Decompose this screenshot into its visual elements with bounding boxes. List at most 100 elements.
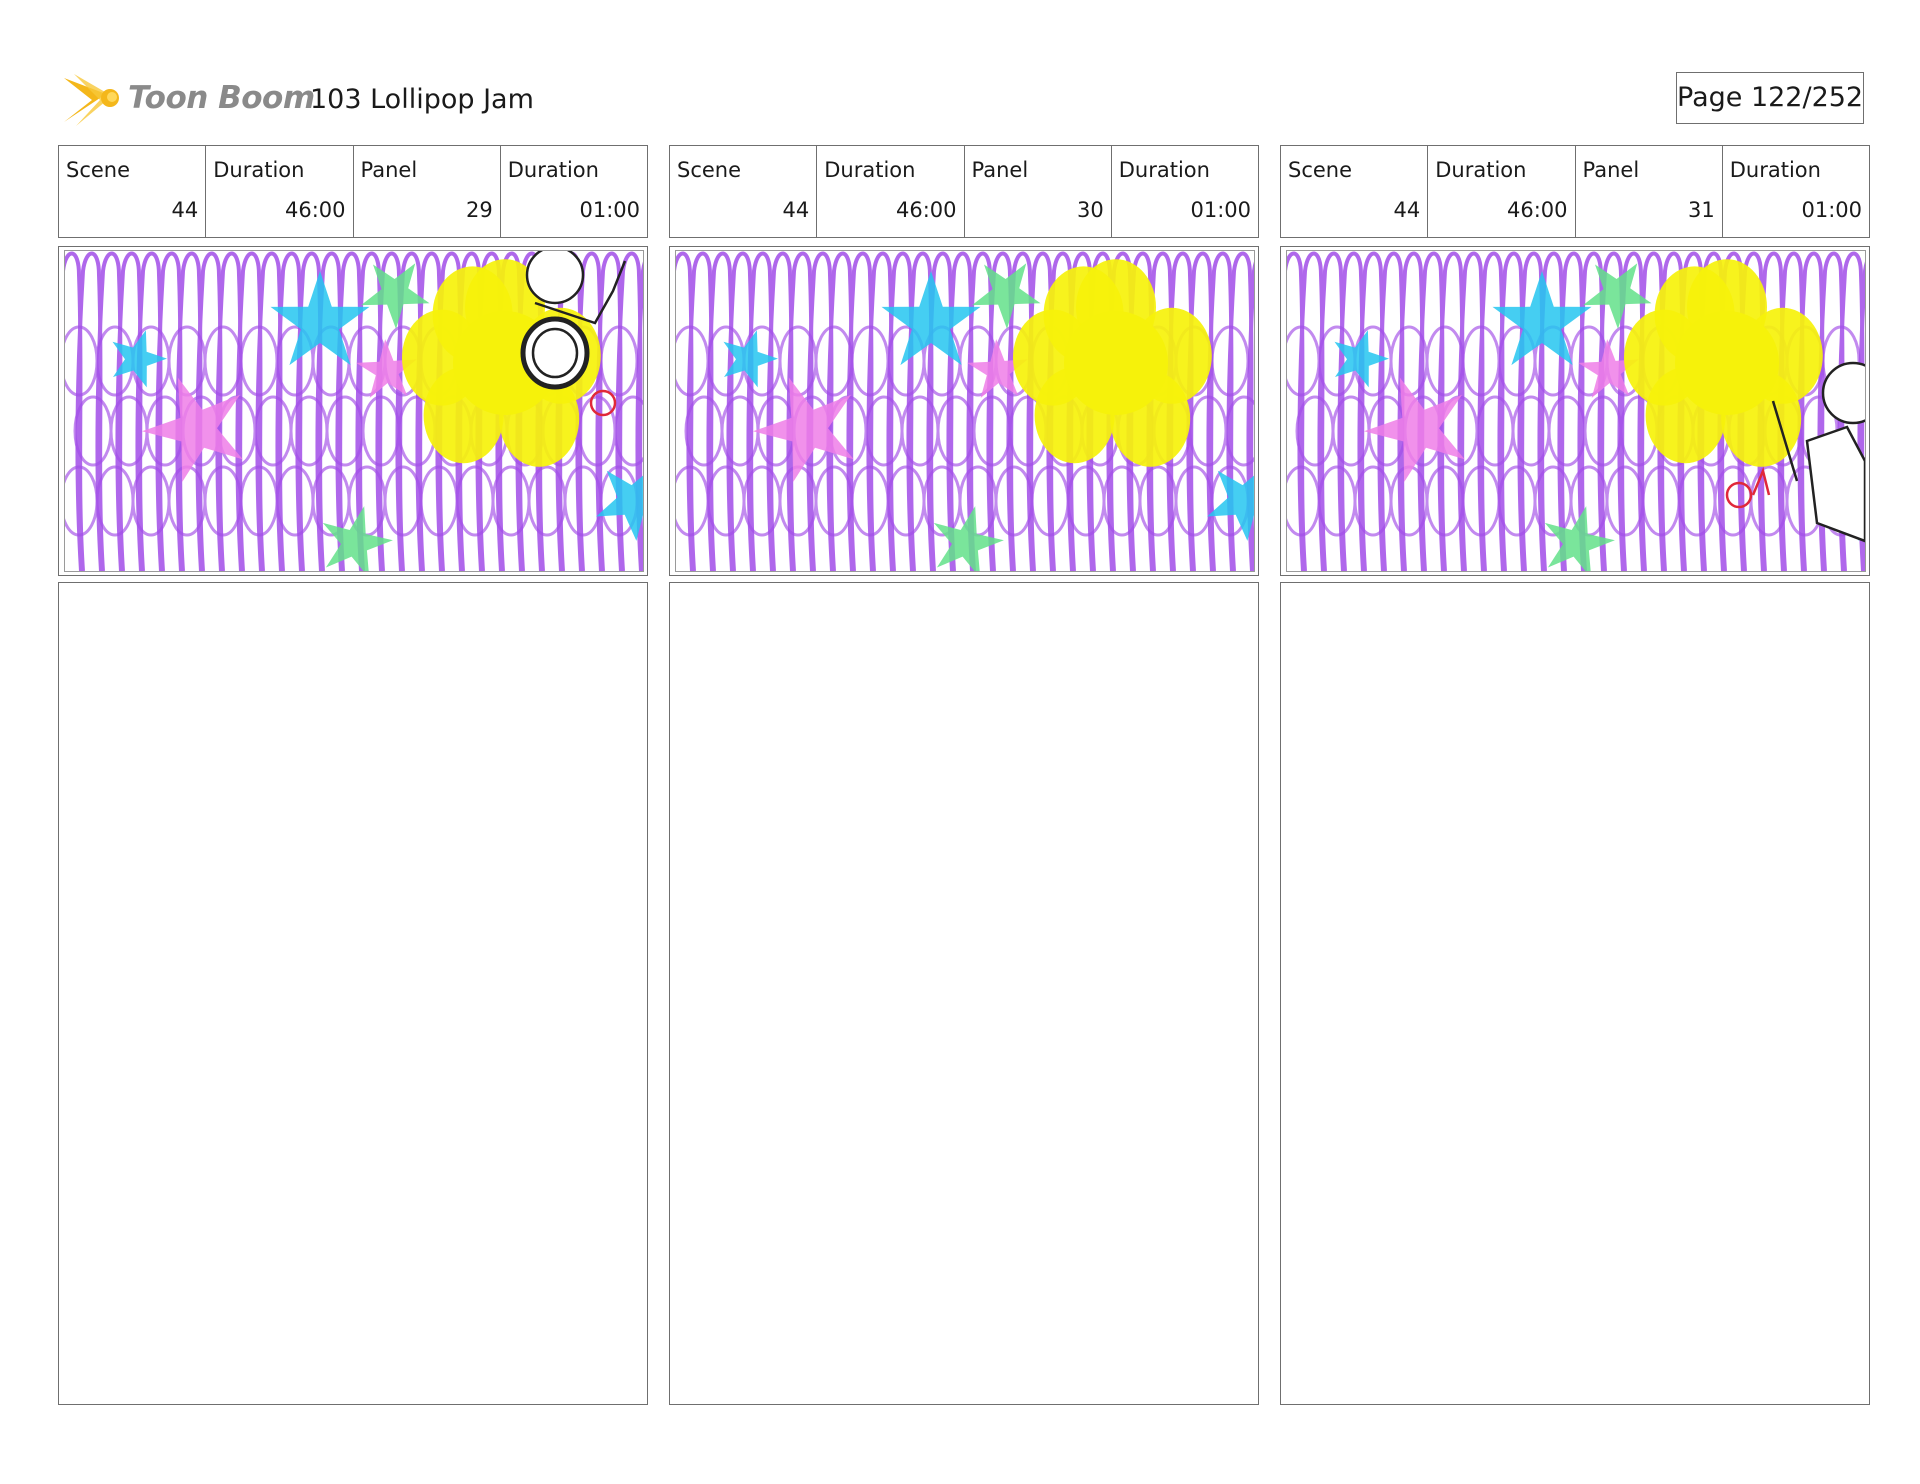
scene-duration-label: Duration	[1435, 158, 1527, 182]
scene-label: Scene	[677, 158, 742, 182]
scene-duration-value: 46:00	[895, 198, 957, 222]
character-shield-inner	[531, 327, 579, 379]
scene-value: 44	[1393, 198, 1421, 222]
scribble-stroke	[155, 251, 185, 571]
character-head	[525, 251, 585, 305]
scene-duration-cell: Duration 46:00	[1428, 146, 1576, 237]
scene-duration-label: Duration	[213, 158, 305, 182]
scribble-stroke	[275, 251, 305, 571]
green-star-shape	[933, 506, 1004, 571]
panel-value: 30	[1077, 198, 1104, 222]
scribble-stroke	[926, 251, 956, 571]
scribble-stroke	[986, 251, 1016, 571]
scene-duration-cell: Duration 46:00	[817, 146, 965, 237]
scribble-stroke	[1497, 251, 1527, 571]
flower-center	[1675, 311, 1779, 415]
scribble-stroke	[946, 251, 976, 571]
panel-duration-label: Duration	[507, 158, 599, 182]
yellow-flower-shape	[1013, 259, 1212, 467]
logo-text: Toon Boom	[128, 80, 315, 116]
storyboard-drawing	[1286, 250, 1866, 572]
storyboard-panel-column: Scene 44 Duration 46:00 Panel 29 Duratio…	[58, 145, 648, 1405]
panel-notes-area	[58, 582, 648, 1405]
scene-duration-value: 46:00	[284, 198, 346, 222]
scribble-stroke	[1517, 251, 1547, 571]
panel-duration-value: 01:00	[1801, 198, 1862, 222]
character-sketch	[1771, 361, 1865, 543]
panel-notes-area	[1280, 582, 1870, 1405]
panel-label: Panel	[1582, 158, 1640, 182]
pink-star-shape	[753, 377, 854, 482]
scene-cell: Scene 44	[670, 146, 818, 237]
scribble-stroke	[1337, 251, 1367, 571]
green-star-shape	[322, 506, 393, 571]
scene-label: Scene	[1288, 158, 1353, 182]
scribble-stroke	[1597, 251, 1627, 571]
scene-value: 44	[782, 198, 810, 222]
panel-image-frame	[1280, 246, 1870, 576]
panel-cell: Panel 29	[354, 146, 501, 237]
cyan-star-shape	[1492, 271, 1592, 366]
panel-image-frame	[58, 246, 648, 576]
storyboard-panel-column: Scene 44 Duration 46:00 Panel 31 Duratio…	[1280, 145, 1870, 1405]
scribble-stroke	[886, 251, 916, 571]
scene-duration-label: Duration	[824, 158, 916, 182]
pink-star-shape	[1578, 339, 1639, 398]
scribble-stroke	[766, 251, 796, 571]
character-arm	[1771, 400, 1799, 482]
scribble-stroke	[906, 251, 936, 571]
scene-cell: Scene 44	[59, 146, 207, 237]
storyboard-panel-column: Scene 44 Duration 46:00 Panel 30 Duratio…	[669, 145, 1259, 1405]
pink-star-shape	[356, 339, 417, 398]
scribble-stroke	[1246, 261, 1254, 571]
green-star-shape	[361, 263, 430, 329]
scribble-stroke	[1857, 261, 1865, 571]
page-number: Page 122/252	[1676, 72, 1864, 124]
panel-label: Panel	[360, 158, 418, 182]
cyan-star-shape	[1207, 470, 1254, 541]
cyan-star-shape	[1334, 330, 1389, 388]
panel-info-table: Scene 44 Duration 46:00 Panel 29 Duratio…	[58, 145, 648, 238]
scribble-stroke	[1357, 251, 1387, 571]
scribble-stroke	[335, 251, 365, 571]
page-header: Toon Boom 103 Lollipop Jam Page 122/252	[0, 0, 1920, 140]
flower-center	[1064, 311, 1168, 415]
cyan-star-shape	[723, 330, 778, 388]
panel-notes-area	[669, 582, 1259, 1405]
scribble-stroke	[375, 251, 405, 571]
panel-duration-cell: Duration 01:00	[501, 146, 647, 237]
storyboard-drawing	[675, 250, 1255, 572]
scene-duration-cell: Duration 46:00	[206, 146, 354, 237]
cyan-star-shape	[270, 271, 370, 366]
yellow-flower-shape	[1624, 259, 1823, 467]
panel-value: 31	[1688, 198, 1715, 222]
panel-duration-label: Duration	[1118, 158, 1210, 182]
toon-boom-logo: Toon Boom	[62, 70, 315, 130]
panel-duration-cell: Duration 01:00	[1112, 146, 1258, 237]
scribble-stroke	[135, 251, 165, 571]
panel-value: 29	[466, 198, 493, 222]
scribble-stroke	[355, 251, 385, 571]
character-arm	[534, 260, 627, 325]
red-mark-icon	[589, 389, 617, 417]
scribble-stroke	[706, 251, 736, 571]
panel-duration-value: 01:00	[1190, 198, 1251, 222]
comet-logo-icon	[64, 74, 119, 126]
character-head	[1821, 361, 1865, 425]
scribble-stroke	[315, 251, 345, 571]
panel-duration-cell: Duration 01:00	[1723, 146, 1869, 237]
scribble-loop	[1210, 325, 1250, 397]
red-arrow-icon	[1751, 467, 1771, 496]
panel-cell: Panel 31	[1576, 146, 1723, 237]
pink-star-shape	[1364, 377, 1465, 482]
scene-duration-value: 46:00	[1506, 198, 1568, 222]
scribble-stroke	[1377, 251, 1407, 571]
character-body	[1805, 425, 1865, 543]
scribble-loop	[613, 395, 643, 467]
green-star-shape	[1544, 506, 1615, 571]
green-star-shape	[1583, 263, 1652, 329]
green-star-shape	[972, 263, 1041, 329]
scribble-stroke	[1537, 251, 1567, 571]
document-title: 103 Lollipop Jam	[310, 84, 534, 115]
storyboard-drawing	[64, 250, 644, 572]
